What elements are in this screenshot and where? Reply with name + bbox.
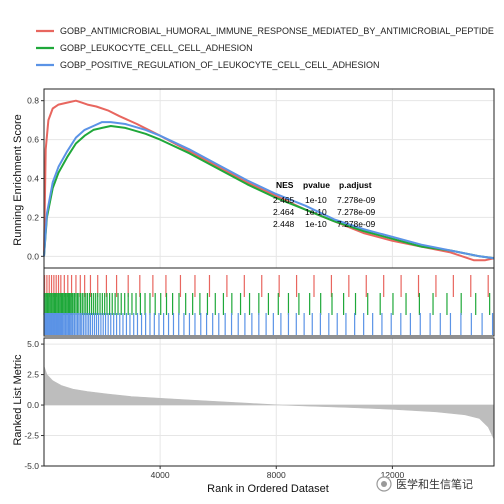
running-score-y-tick-label-5: 0.8 bbox=[27, 96, 39, 106]
stats-header-pvalue: pvalue bbox=[303, 180, 330, 190]
watermark: 医学和生信笔记 bbox=[376, 476, 473, 492]
running-score-y-axis-title: Running Enrichment Score bbox=[12, 114, 24, 245]
running-score-lines bbox=[43, 99, 495, 262]
stats-cell-pvalue-3: 1e-10 bbox=[305, 219, 327, 229]
running-score-y-tick-label-3: 0.4 bbox=[27, 174, 39, 184]
x-tick-label-1: 4000 bbox=[151, 470, 170, 480]
x-axis-title: Rank in Ordered Dataset bbox=[207, 483, 329, 495]
running-score-line-series-3 bbox=[43, 121, 495, 260]
ranked-metric-y-tick-label-2: -2.5 bbox=[24, 431, 39, 441]
stats-header-padjust: p.adjust bbox=[339, 180, 372, 190]
stats-cell-pvalue-1: 1e-10 bbox=[305, 195, 327, 205]
running-score-y-tick-label-4: 0.6 bbox=[27, 135, 39, 145]
legend-entry-series-2: GOBP_LEUKOCYTE_CELL_CELL_ADHESION bbox=[60, 43, 253, 53]
ranked-metric-y-tick-label-5: 5.0 bbox=[27, 339, 39, 349]
running-score-panel: 0.0 0.2 0.4 0.6 0.8 Running Enrichment Score bbox=[12, 88, 495, 269]
legend-entry-series-3: GOBP_POSITIVE_REGULATION_OF_LEUKOCYTE_CE… bbox=[60, 60, 379, 70]
stats-cell-pvalue-2: 1e-10 bbox=[305, 207, 327, 217]
ranked-metric-panel-border bbox=[43, 337, 495, 467]
running-score-y-tick-label-2: 0.2 bbox=[27, 212, 39, 222]
watermark-text: 医学和生信笔记 bbox=[396, 477, 473, 491]
stats-cell-nes-3: 2.448 bbox=[273, 219, 295, 229]
legend: GOBP_ANTIMICROBIAL_HUMORAL_IMMUNE_RESPON… bbox=[36, 26, 494, 70]
ranked-metric-y-axis-title: Ranked List Metric bbox=[12, 354, 24, 446]
ranked-metric-panel: -5.0 -2.5 0.0 2.5 5.0 4000 8000 12000 Ranked L… bbox=[12, 337, 495, 495]
ranked-metric-area bbox=[43, 365, 495, 440]
stats-table: NES pvalue p.adjust 2.465 1e-10 7.278e-0… bbox=[273, 180, 376, 229]
ranked-metric-y-axis: -5.0 -2.5 0.0 2.5 5.0 bbox=[24, 339, 44, 471]
running-score-line-series-2 bbox=[43, 125, 495, 260]
legend-entry-series-1: GOBP_ANTIMICROBIAL_HUMORAL_IMMUNE_RESPON… bbox=[60, 26, 494, 36]
stats-cell-padjust-3: 7.278e-09 bbox=[337, 219, 376, 229]
rank-x-axis: 4000 8000 12000 bbox=[151, 466, 405, 480]
running-score-line-series-1 bbox=[43, 99, 495, 262]
ranked-metric-y-tick-label-4: 2.5 bbox=[27, 370, 39, 380]
stats-cell-nes-2: 2.464 bbox=[273, 207, 295, 217]
x-tick-label-2: 8000 bbox=[267, 470, 286, 480]
running-score-gridlines bbox=[44, 89, 494, 268]
running-score-y-axis: 0.0 0.2 0.4 0.6 0.8 bbox=[27, 96, 44, 261]
gene-hit-panel-border bbox=[43, 267, 495, 337]
ranked-metric-y-tick-label-1: -5.0 bbox=[24, 461, 39, 471]
stats-cell-nes-1: 2.465 bbox=[273, 195, 295, 205]
ranked-metric-y-tick-label-3: 0.0 bbox=[27, 400, 39, 410]
x-tick-label-3: 12000 bbox=[381, 470, 405, 480]
stats-cell-padjust-1: 7.278e-09 bbox=[337, 195, 376, 205]
running-score-y-tick-label-1: 0.0 bbox=[27, 251, 39, 261]
watermark-logo-dot bbox=[381, 481, 387, 487]
stats-header-nes: NES bbox=[276, 180, 294, 190]
gene-hit-ticks bbox=[43, 275, 494, 335]
stats-cell-padjust-2: 7.278e-09 bbox=[337, 207, 376, 217]
gene-hit-panel bbox=[43, 267, 495, 337]
